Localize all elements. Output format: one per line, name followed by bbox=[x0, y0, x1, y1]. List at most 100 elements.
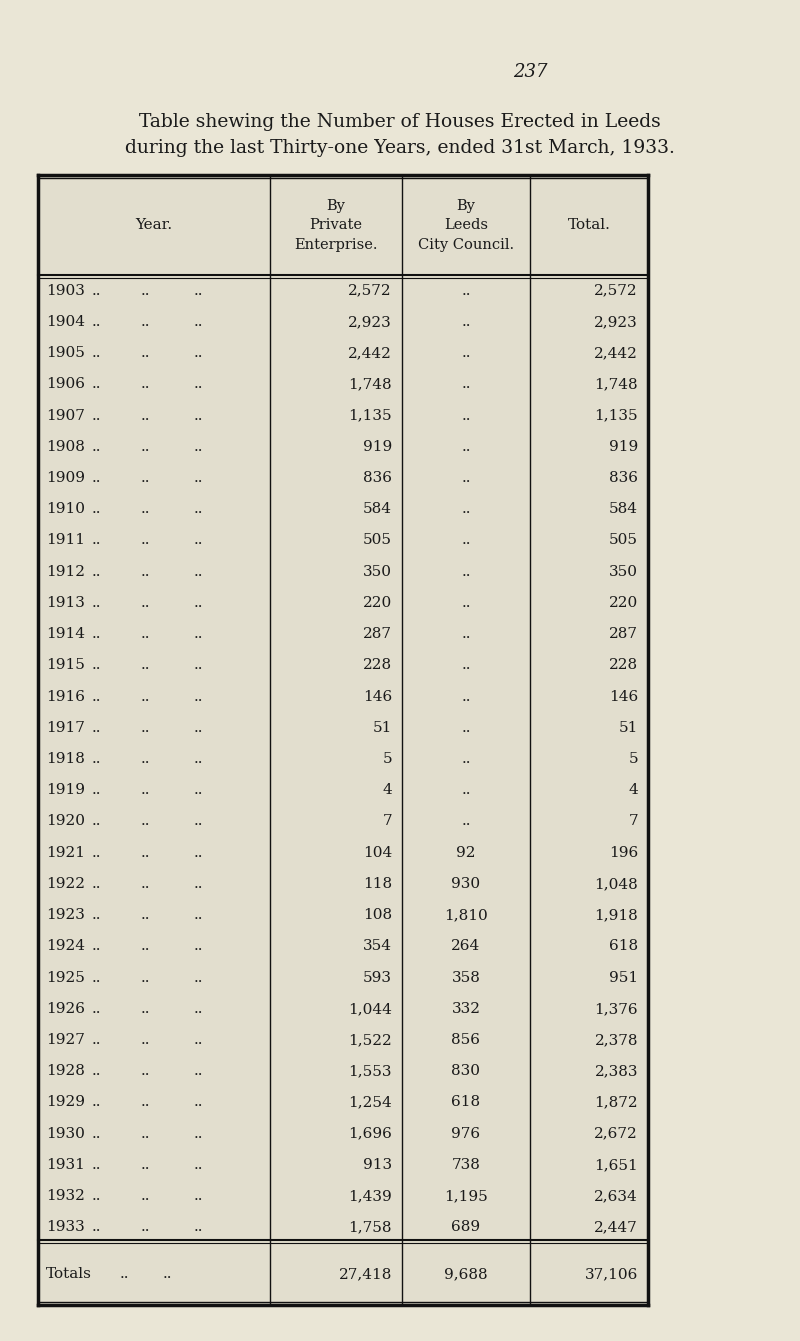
Text: 593: 593 bbox=[363, 971, 392, 984]
Text: 505: 505 bbox=[363, 534, 392, 547]
Text: 9,688: 9,688 bbox=[444, 1267, 488, 1281]
Text: 350: 350 bbox=[363, 565, 392, 579]
Text: 1,810: 1,810 bbox=[444, 908, 488, 923]
Text: 2,378: 2,378 bbox=[594, 1033, 638, 1047]
Text: ..: .. bbox=[141, 1002, 150, 1015]
Text: 2,447: 2,447 bbox=[594, 1220, 638, 1234]
Text: ..: .. bbox=[92, 908, 102, 923]
Text: ..: .. bbox=[462, 752, 470, 766]
Text: ..: .. bbox=[462, 315, 470, 329]
Text: 856: 856 bbox=[451, 1033, 481, 1047]
Text: ..: .. bbox=[92, 1157, 102, 1172]
Text: ..: .. bbox=[141, 1065, 150, 1078]
Text: ..: .. bbox=[194, 1065, 203, 1078]
Text: 350: 350 bbox=[609, 565, 638, 579]
Text: 1917: 1917 bbox=[46, 720, 85, 735]
Text: 1922: 1922 bbox=[46, 877, 85, 890]
Text: ..: .. bbox=[194, 689, 203, 704]
Text: 1908: 1908 bbox=[46, 440, 85, 453]
Text: ..: .. bbox=[194, 1033, 203, 1047]
Text: 1918: 1918 bbox=[46, 752, 85, 766]
Text: ..: .. bbox=[141, 971, 150, 984]
Text: ..: .. bbox=[462, 720, 470, 735]
Text: ..: .. bbox=[462, 471, 470, 485]
Text: ..: .. bbox=[194, 502, 203, 516]
Text: ..: .. bbox=[194, 783, 203, 798]
Text: 1,439: 1,439 bbox=[348, 1189, 392, 1203]
Text: 976: 976 bbox=[451, 1126, 481, 1141]
Text: ..: .. bbox=[141, 565, 150, 579]
Text: Year.: Year. bbox=[135, 219, 173, 232]
Text: ..: .. bbox=[194, 720, 203, 735]
Text: 1927: 1927 bbox=[46, 1033, 85, 1047]
Text: 92: 92 bbox=[456, 846, 476, 860]
Text: 1923: 1923 bbox=[46, 908, 85, 923]
Text: ..: .. bbox=[194, 283, 203, 298]
Text: ..: .. bbox=[141, 1189, 150, 1203]
Text: ..: .. bbox=[462, 409, 470, 422]
Text: ..: .. bbox=[92, 1220, 102, 1234]
Text: ..: .. bbox=[462, 565, 470, 579]
Text: ..: .. bbox=[92, 971, 102, 984]
Text: 1,254: 1,254 bbox=[348, 1096, 392, 1109]
Text: ..: .. bbox=[92, 1189, 102, 1203]
Text: during the last Thirty-one Years, ended 31st March, 1933.: during the last Thirty-one Years, ended … bbox=[125, 139, 675, 157]
Text: ..: .. bbox=[141, 1157, 150, 1172]
Text: 584: 584 bbox=[609, 502, 638, 516]
Text: ..: .. bbox=[194, 565, 203, 579]
Text: ..: .. bbox=[194, 1002, 203, 1015]
Text: ..: .. bbox=[163, 1267, 173, 1281]
Text: 7: 7 bbox=[628, 814, 638, 829]
Text: 332: 332 bbox=[451, 1002, 481, 1015]
Text: ..: .. bbox=[92, 814, 102, 829]
Text: 1931: 1931 bbox=[46, 1157, 85, 1172]
Text: ..: .. bbox=[462, 658, 470, 672]
Text: ..: .. bbox=[462, 440, 470, 453]
Text: 919: 919 bbox=[362, 440, 392, 453]
Text: ..: .. bbox=[141, 1096, 150, 1109]
Text: 1919: 1919 bbox=[46, 783, 85, 798]
Text: 951: 951 bbox=[609, 971, 638, 984]
Text: ..: .. bbox=[92, 534, 102, 547]
Text: ..: .. bbox=[462, 628, 470, 641]
Text: ..: .. bbox=[120, 1267, 130, 1281]
Text: ..: .. bbox=[194, 971, 203, 984]
Text: ..: .. bbox=[194, 471, 203, 485]
Text: 2,923: 2,923 bbox=[348, 315, 392, 329]
Text: 51: 51 bbox=[618, 720, 638, 735]
Text: 237: 237 bbox=[513, 63, 547, 80]
Text: 287: 287 bbox=[609, 628, 638, 641]
Text: 1,748: 1,748 bbox=[348, 377, 392, 392]
Text: 2,572: 2,572 bbox=[594, 283, 638, 298]
Text: ..: .. bbox=[92, 1033, 102, 1047]
Text: 118: 118 bbox=[363, 877, 392, 890]
Text: 1,651: 1,651 bbox=[594, 1157, 638, 1172]
Text: ..: .. bbox=[462, 595, 470, 610]
Text: ..: .. bbox=[141, 315, 150, 329]
Text: 1,522: 1,522 bbox=[348, 1033, 392, 1047]
Text: 913: 913 bbox=[363, 1157, 392, 1172]
Text: 930: 930 bbox=[451, 877, 481, 890]
Text: 1928: 1928 bbox=[46, 1065, 85, 1078]
Text: ..: .. bbox=[92, 628, 102, 641]
Text: 37,106: 37,106 bbox=[585, 1267, 638, 1281]
Text: 1920: 1920 bbox=[46, 814, 85, 829]
Text: ..: .. bbox=[194, 908, 203, 923]
Text: ..: .. bbox=[141, 595, 150, 610]
Text: ..: .. bbox=[141, 1220, 150, 1234]
Text: ..: .. bbox=[92, 689, 102, 704]
Text: 146: 146 bbox=[362, 689, 392, 704]
Text: 1,918: 1,918 bbox=[594, 908, 638, 923]
Text: 1930: 1930 bbox=[46, 1126, 85, 1141]
Text: 1904: 1904 bbox=[46, 315, 85, 329]
Text: ..: .. bbox=[194, 939, 203, 953]
Text: ..: .. bbox=[141, 628, 150, 641]
Text: 2,442: 2,442 bbox=[348, 346, 392, 361]
Text: ..: .. bbox=[92, 1096, 102, 1109]
Text: ..: .. bbox=[462, 377, 470, 392]
Text: Totals: Totals bbox=[46, 1267, 92, 1281]
Text: 1913: 1913 bbox=[46, 595, 85, 610]
Text: 1905: 1905 bbox=[46, 346, 85, 361]
Text: 228: 228 bbox=[609, 658, 638, 672]
Text: 104: 104 bbox=[362, 846, 392, 860]
